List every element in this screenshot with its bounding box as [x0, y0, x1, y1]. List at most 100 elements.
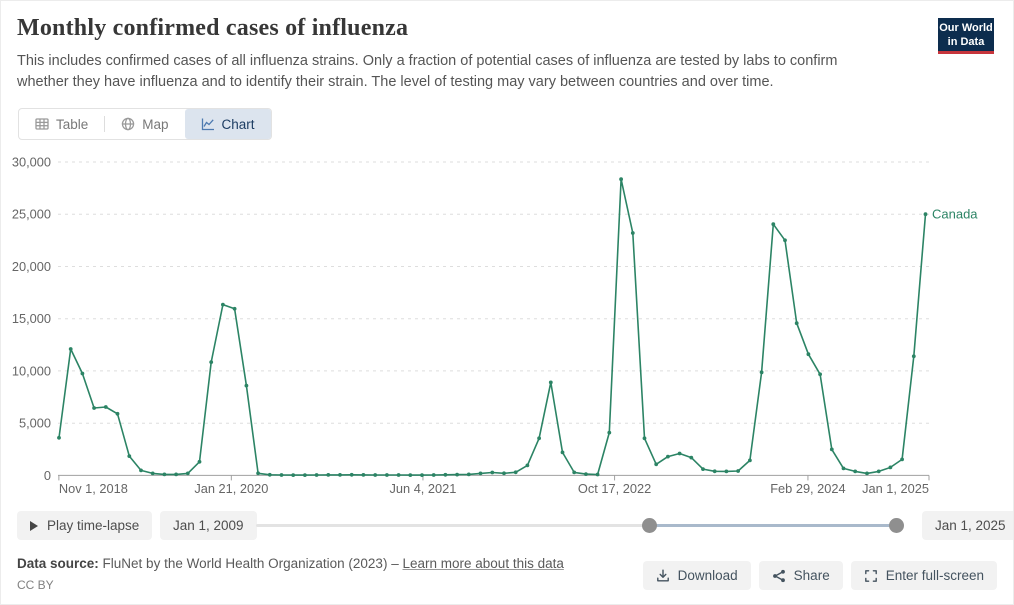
timeline-slider[interactable] [256, 511, 904, 540]
data-point[interactable] [876, 469, 881, 474]
data-point[interactable] [68, 347, 73, 351]
data-point[interactable] [80, 371, 85, 376]
data-point[interactable] [385, 473, 389, 477]
data-point[interactable] [396, 473, 401, 477]
data-point[interactable] [607, 430, 612, 435]
data-point[interactable] [865, 471, 869, 476]
data-point[interactable] [455, 472, 459, 477]
data-point[interactable] [642, 436, 647, 441]
data-point[interactable] [291, 473, 296, 477]
data-point[interactable] [303, 473, 307, 477]
data-point[interactable] [408, 473, 413, 477]
download-button[interactable]: Download [642, 561, 751, 590]
data-point[interactable] [525, 463, 530, 468]
data-point[interactable] [185, 471, 190, 476]
data-point[interactable] [666, 454, 670, 459]
data-point[interactable] [150, 471, 155, 476]
slider-handle-end[interactable] [888, 518, 904, 533]
data-point[interactable] [232, 306, 237, 311]
data-point[interactable] [748, 458, 752, 463]
data-point[interactable] [349, 472, 354, 477]
data-point[interactable] [841, 466, 846, 471]
data-point[interactable] [595, 472, 600, 477]
data-point[interactable] [712, 469, 717, 474]
x-axis-label: Feb 29, 2024 [770, 481, 845, 496]
timeline-start-date[interactable]: Jan 1, 2009 [160, 511, 257, 540]
data-point[interactable] [139, 468, 143, 473]
data-point[interactable] [57, 435, 61, 440]
data-point[interactable] [537, 436, 541, 441]
owid-logo[interactable]: Our World in Data [938, 18, 994, 54]
data-point[interactable] [783, 238, 787, 243]
timeline-end-date[interactable]: Jan 1, 2025 [922, 511, 1013, 540]
fullscreen-button[interactable]: Enter full-screen [850, 561, 997, 590]
x-axis-label: Jun 4, 2021 [390, 481, 457, 496]
data-point[interactable] [829, 447, 834, 452]
data-point[interactable] [572, 470, 577, 475]
data-point[interactable] [853, 469, 858, 474]
data-point[interactable] [923, 212, 928, 217]
data-point[interactable] [724, 469, 729, 474]
data-point[interactable] [771, 222, 776, 227]
series-label[interactable]: Canada [932, 207, 978, 222]
data-point[interactable] [115, 411, 120, 416]
data-point[interactable] [127, 454, 132, 458]
data-point[interactable] [256, 471, 260, 476]
tab-chart[interactable]: Chart [184, 109, 271, 139]
play-timelapse-button[interactable]: Play time-lapse [17, 511, 153, 540]
data-point[interactable] [338, 473, 342, 477]
data-point[interactable] [267, 472, 272, 477]
data-point[interactable] [443, 472, 448, 477]
data-point[interactable] [548, 380, 553, 385]
data-point[interactable] [701, 467, 705, 471]
data-point[interactable] [900, 457, 904, 462]
data-point[interactable] [689, 455, 694, 460]
data-point[interactable] [911, 354, 916, 359]
data-point[interactable] [619, 177, 623, 182]
data-point[interactable] [806, 352, 811, 357]
data-point[interactable] [654, 462, 659, 467]
data-point[interactable] [502, 471, 506, 476]
data-point[interactable] [513, 470, 518, 475]
data-point[interactable] [584, 472, 588, 476]
data-point[interactable] [431, 473, 436, 477]
data-point[interactable] [677, 451, 682, 456]
tab-map[interactable]: Map [105, 109, 184, 139]
data-point[interactable] [103, 405, 108, 409]
data-point[interactable] [361, 473, 366, 477]
data-point[interactable] [736, 469, 740, 473]
fullscreen-label: Enter full-screen [885, 568, 984, 583]
data-point[interactable] [326, 473, 331, 477]
license-link[interactable]: CC BY [17, 578, 54, 592]
data-point[interactable] [92, 406, 96, 410]
data-point[interactable] [630, 231, 635, 235]
data-point[interactable] [490, 470, 495, 475]
data-point[interactable] [759, 370, 764, 375]
tab-table[interactable]: Table [19, 109, 104, 139]
data-point[interactable] [466, 472, 471, 477]
data-point[interactable] [420, 473, 424, 477]
data-point[interactable] [174, 472, 179, 477]
data-point[interactable] [244, 383, 249, 388]
data-point[interactable] [221, 302, 225, 307]
data-point[interactable] [209, 360, 214, 364]
data-point[interactable] [888, 465, 893, 470]
data-source-text: FluNet by the World Health Organization … [102, 556, 388, 571]
data-point[interactable] [373, 473, 378, 477]
data-point[interactable] [314, 473, 319, 477]
play-timelapse-label: Play time-lapse [47, 518, 140, 533]
data-point[interactable] [794, 321, 799, 326]
slider-track[interactable] [256, 524, 904, 527]
data-point[interactable] [279, 473, 284, 477]
learn-more-link[interactable]: Learn more about this data [402, 556, 564, 571]
data-point[interactable] [560, 450, 565, 455]
share-button[interactable]: Share [758, 561, 843, 590]
data-point[interactable] [818, 372, 822, 377]
slider-handle-start[interactable] [641, 518, 657, 533]
data-point[interactable] [478, 471, 483, 476]
line-chart[interactable]: 0 5,000 10,000 15,000 20,000 25,000 30,000 Nov … [1, 151, 1014, 506]
data-point[interactable] [162, 472, 167, 477]
data-line[interactable] [58, 178, 927, 476]
slider-selected-range[interactable] [649, 524, 897, 527]
data-point[interactable] [197, 459, 202, 464]
